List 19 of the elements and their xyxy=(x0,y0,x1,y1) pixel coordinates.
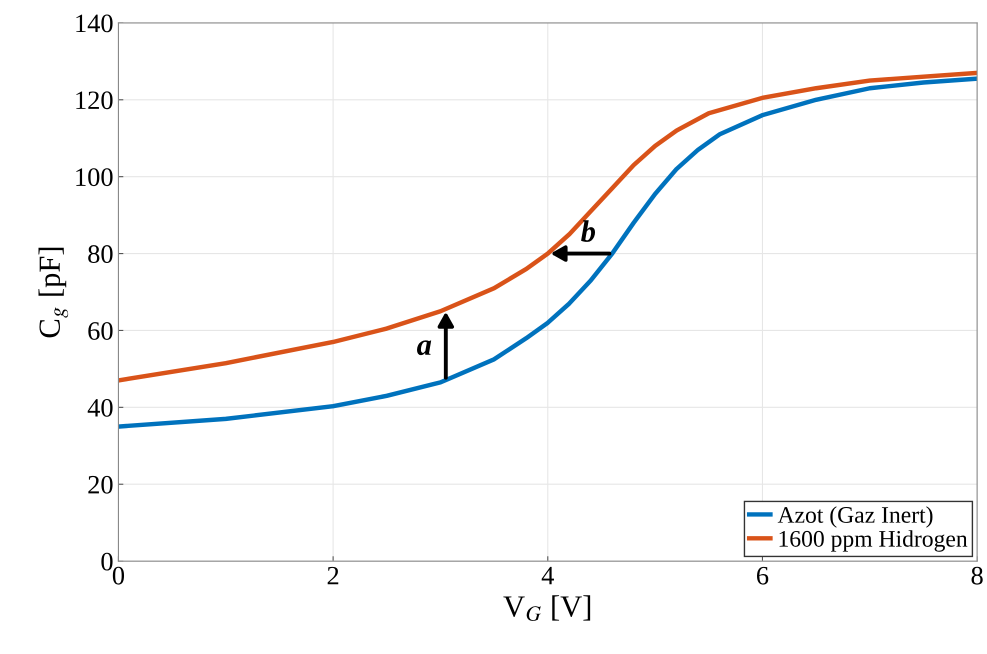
y-tick-label: 20 xyxy=(88,476,113,494)
legend-label: 1600 ppm Hidrogen xyxy=(780,530,968,552)
y-tick-label: 120 xyxy=(76,91,113,110)
x-tick-label: 4 xyxy=(542,566,554,584)
y-tick-label: 100 xyxy=(76,168,113,186)
y-tick-label: 40 xyxy=(88,398,113,417)
y-tick-label: 0 xyxy=(101,552,113,571)
y-axis-title: C$_{g}$ [pF] xyxy=(38,248,68,338)
legend-label: Azot (Gaz Inert) xyxy=(778,506,932,528)
x-axis-title: V$_{G}$ [V] xyxy=(503,595,590,621)
annotation: a xyxy=(417,340,432,356)
y-tick-label: 140 xyxy=(76,14,113,32)
y-tick-label: 60 xyxy=(88,322,113,340)
x-tick-label: 0 xyxy=(112,566,124,585)
x-tick-label: 2 xyxy=(328,566,338,584)
y-tick-label: 80 xyxy=(88,245,113,263)
x-tick-label: 8 xyxy=(972,566,983,585)
x-tick-label: 6 xyxy=(756,566,768,585)
annotation: b xyxy=(581,220,596,242)
